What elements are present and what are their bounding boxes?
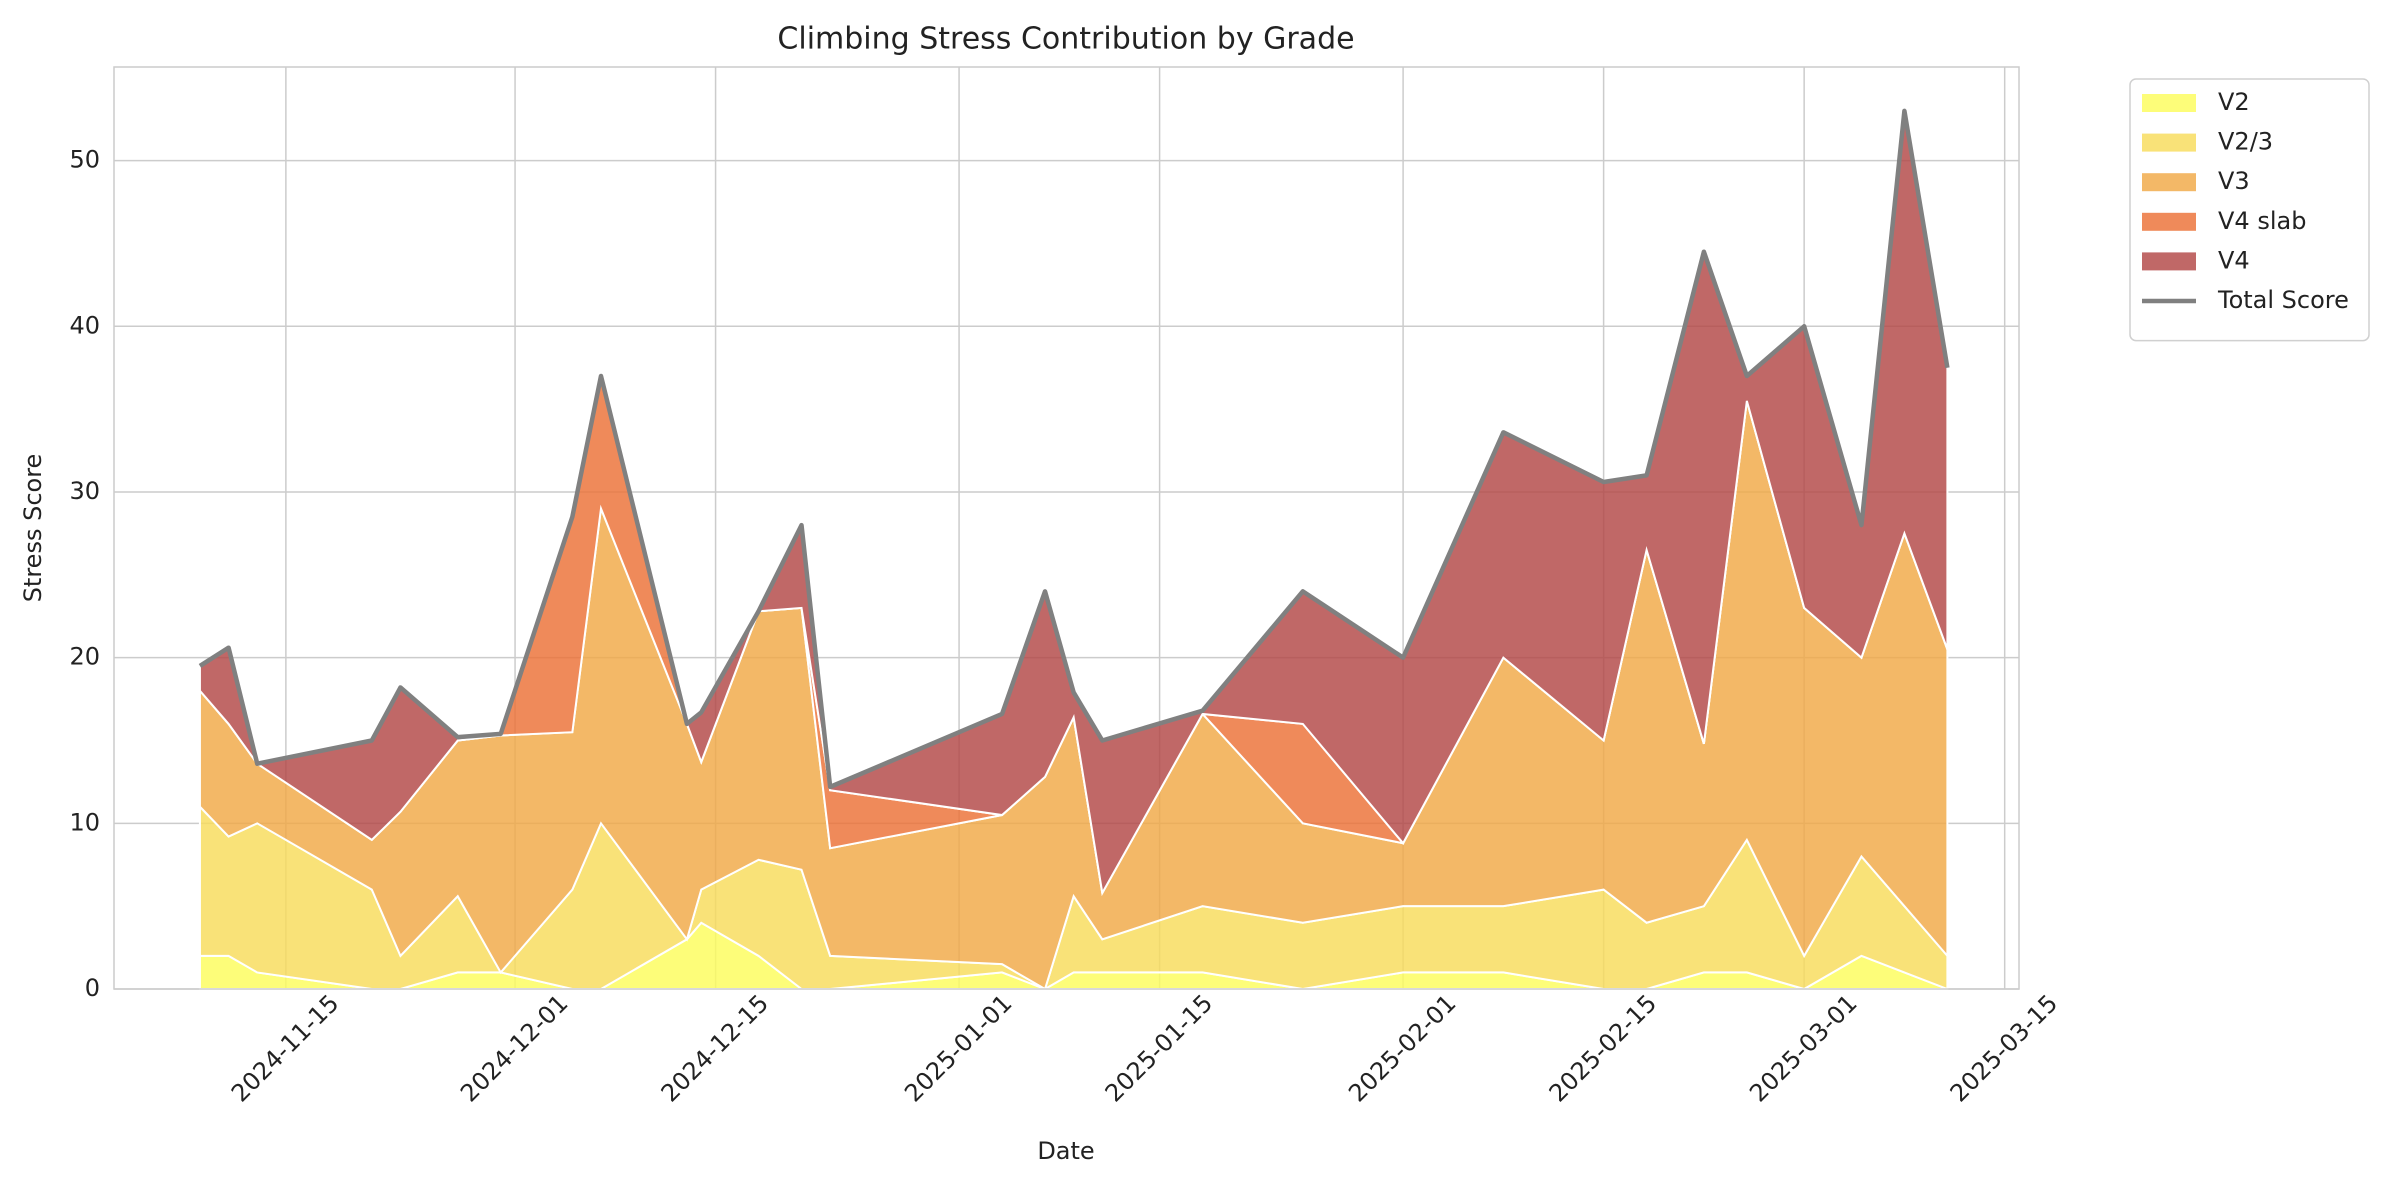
chart-title: Climbing Stress Contribution by Grade bbox=[777, 22, 1354, 57]
plot-frame bbox=[113, 66, 2020, 990]
legend-swatch bbox=[2142, 133, 2196, 152]
y-tick-label: 30 bbox=[69, 477, 100, 505]
y-tick-label: 10 bbox=[69, 808, 100, 836]
legend-swatch bbox=[2142, 94, 2196, 112]
total-line bbox=[198, 108, 1950, 790]
legend-label: V3 bbox=[2218, 167, 2250, 195]
legend-label: V2/3 bbox=[2218, 128, 2273, 156]
legend-label: V2 bbox=[2218, 88, 2250, 116]
x-axis-label: Date bbox=[1037, 1137, 1094, 1165]
y-tick-label: 50 bbox=[69, 146, 100, 174]
legend-label: Total Score bbox=[2217, 286, 2349, 314]
legend-swatch bbox=[2142, 252, 2196, 271]
legend-label: V4 bbox=[2218, 246, 2250, 274]
y-tick-label: 0 bbox=[85, 974, 100, 1002]
legend-swatch bbox=[2142, 212, 2196, 231]
y-tick-label: 20 bbox=[69, 643, 100, 671]
y-tick-label: 40 bbox=[69, 311, 100, 339]
y-axis-label: Stress Score bbox=[19, 454, 47, 603]
legend-label: V4 slab bbox=[2218, 207, 2306, 235]
legend-swatch bbox=[2142, 173, 2196, 192]
